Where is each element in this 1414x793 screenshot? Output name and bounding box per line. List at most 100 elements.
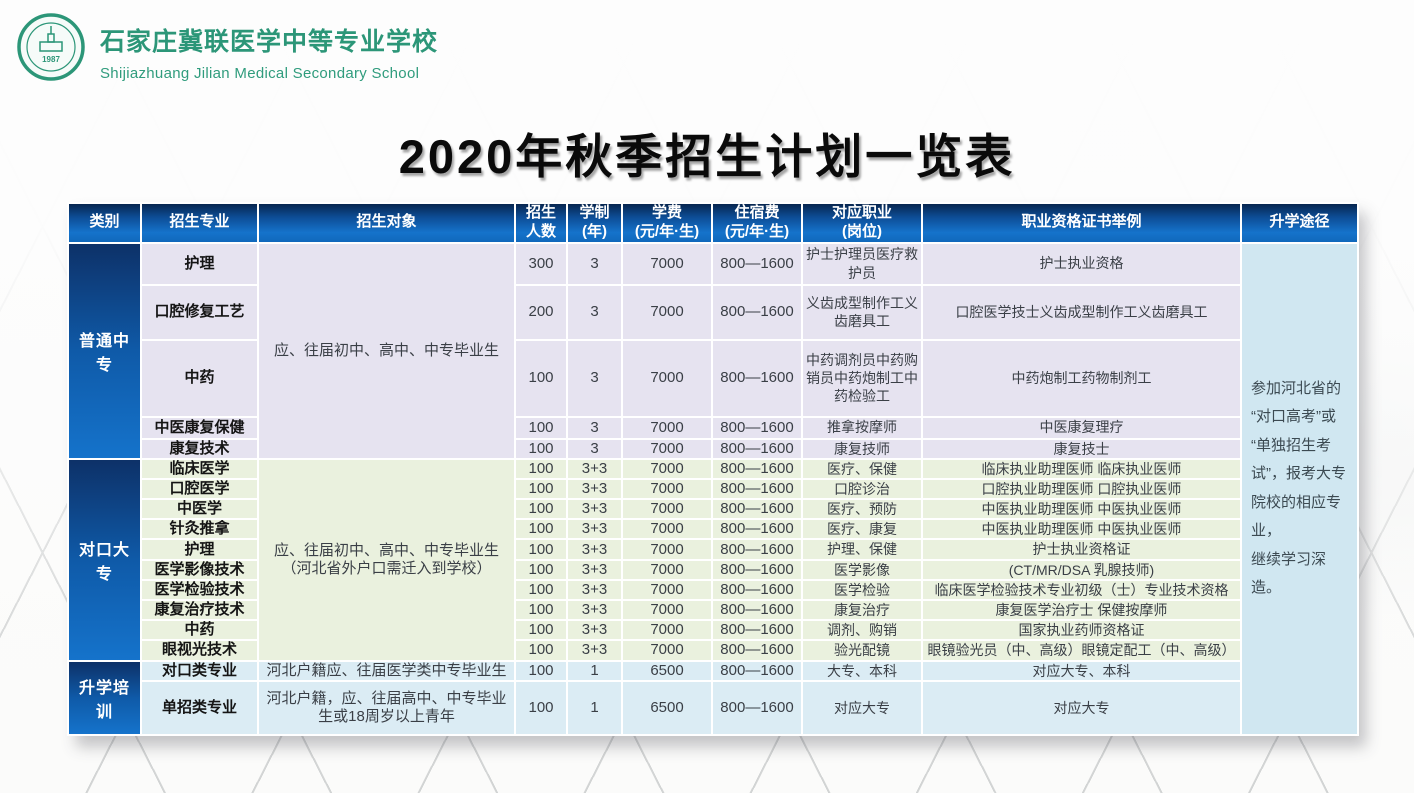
count-cell: 100	[514, 498, 568, 521]
target-cell: 应、往届初中、高中、中专毕业生	[257, 241, 516, 460]
major-cell: 医学检验技术	[140, 578, 259, 602]
lodging-cell: 800—1600	[711, 457, 803, 480]
cert-cell: 康复医学治疗士 保健按摩师	[921, 598, 1242, 622]
lodging-cell: 800—1600	[711, 659, 803, 682]
pathway-cell: 参加河北省的 “对口高考”或 “单独招生考 试”，报考大专 院校的相应专业， 继…	[1240, 241, 1359, 736]
job-cell: 对应大专	[801, 679, 923, 736]
tuition-cell: 7000	[621, 639, 713, 662]
cert-cell: 眼镜验光员（中、高级）眼镜定配工（中、高级）	[921, 639, 1242, 662]
job-cell: 医疗、保健	[801, 457, 923, 480]
lodging-cell: 800—1600	[711, 338, 803, 418]
tuition-cell: 6500	[621, 659, 713, 682]
cert-cell: 中药炮制工药物制剂工	[921, 338, 1242, 418]
years-cell: 3	[566, 338, 623, 418]
job-cell: 医疗、预防	[801, 498, 923, 521]
lodging-cell: 800—1600	[711, 578, 803, 602]
major-cell: 中医康复保健	[140, 415, 259, 440]
cert-cell: 中医康复理疗	[921, 415, 1242, 440]
count-cell: 100	[514, 518, 568, 541]
lodging-cell: 800—1600	[711, 477, 803, 501]
cert-cell: 临床执业助理医师 临床执业医师	[921, 457, 1242, 480]
tuition-cell: 7000	[621, 437, 713, 460]
tuition-cell: 7000	[621, 598, 713, 622]
years-cell: 3	[566, 415, 623, 440]
col-major: 招生专业	[140, 202, 259, 244]
cert-cell: 口腔医学技士义齿成型制作工义齿磨具工	[921, 283, 1242, 341]
cert-cell: 护士执业资格	[921, 241, 1242, 286]
enrollment-table: 类别 招生专业 招生对象 招生 人数 学制 (年) 学费 (元/年·生) 住宿费…	[67, 202, 1359, 736]
years-cell: 3	[566, 437, 623, 460]
job-cell: 验光配镜	[801, 639, 923, 662]
col-lodging: 住宿费 (元/年·生)	[711, 202, 803, 244]
cert-cell: 护士执业资格证	[921, 538, 1242, 561]
major-cell: 对口类专业	[140, 659, 259, 682]
years-cell: 3+3	[566, 457, 623, 480]
years-cell: 3+3	[566, 598, 623, 622]
tuition-cell: 7000	[621, 241, 713, 286]
target-cell: 应、往届初中、高中、中专毕业生（河北省外户口需迁入到学校）	[257, 457, 516, 662]
job-cell: 医学检验	[801, 578, 923, 602]
major-cell: 单招类专业	[140, 679, 259, 736]
count-cell: 100	[514, 578, 568, 602]
job-cell: 医学影像	[801, 558, 923, 581]
major-cell: 临床医学	[140, 457, 259, 480]
job-cell: 护理、保健	[801, 538, 923, 561]
job-cell: 护士护理员医疗救护员	[801, 241, 923, 286]
school-logo-icon: 1987	[17, 13, 85, 81]
category-cell: 普通中专	[67, 241, 142, 460]
count-cell: 100	[514, 437, 568, 460]
job-cell: 医疗、康复	[801, 518, 923, 541]
tuition-cell: 7000	[621, 457, 713, 480]
job-cell: 推拿按摩师	[801, 415, 923, 440]
years-cell: 3+3	[566, 578, 623, 602]
count-cell: 100	[514, 558, 568, 581]
svg-text:1987: 1987	[42, 55, 60, 64]
tuition-cell: 7000	[621, 558, 713, 581]
cert-cell: 对应大专	[921, 679, 1242, 736]
count-cell: 100	[514, 679, 568, 736]
school-name-en: Shijiazhuang Jilian Medical Secondary Sc…	[100, 65, 420, 82]
major-cell: 康复治疗技术	[140, 598, 259, 622]
years-cell: 1	[566, 679, 623, 736]
count-cell: 100	[514, 538, 568, 561]
lodging-cell: 800—1600	[711, 241, 803, 286]
years-cell: 1	[566, 659, 623, 682]
table-row: 普通中专 护理 应、往届初中、高中、中专毕业生 300 3 7000 800—1…	[67, 241, 1359, 736]
cert-cell: 口腔执业助理医师 口腔执业医师	[921, 477, 1242, 501]
school-header: 1987 石家庄冀联医学中等专业学校 Shijiazhuang Jilian M…	[16, 12, 438, 82]
major-cell: 针灸推拿	[140, 518, 259, 541]
lodging-cell: 800—1600	[711, 538, 803, 561]
lodging-cell: 800—1600	[711, 598, 803, 622]
lodging-cell: 800—1600	[711, 558, 803, 581]
major-cell: 口腔修复工艺	[140, 283, 259, 341]
lodging-cell: 800—1600	[711, 283, 803, 341]
years-cell: 3	[566, 241, 623, 286]
cert-cell: (CT/MR/DSA 乳腺技师)	[921, 558, 1242, 581]
lodging-cell: 800—1600	[711, 437, 803, 460]
table-row: 对口大专 临床医学 应、往届初中、高中、中专毕业生（河北省外户口需迁入到学校） …	[67, 457, 1358, 662]
major-cell: 眼视光技术	[140, 639, 259, 662]
category-cell: 对口大专	[67, 457, 142, 662]
tuition-cell: 7000	[621, 619, 713, 642]
job-cell: 康复治疗	[801, 598, 923, 622]
page-title: 2020年秋季招生计划一览表	[398, 130, 1016, 183]
table-row: 单招类专业 河北户籍，应、往届高中、中专毕业生或18周岁以上青年 100 1 6…	[68, 679, 1358, 736]
cert-cell: 对应大专、本科	[921, 659, 1242, 682]
major-cell: 康复技术	[140, 437, 259, 460]
lodging-cell: 800—1600	[711, 518, 803, 541]
cert-cell: 中医执业助理医师 中医执业医师	[921, 498, 1242, 521]
category-cell: 升学培训	[67, 659, 142, 736]
lodging-cell: 800—1600	[711, 619, 803, 642]
col-target: 招生对象	[257, 202, 516, 244]
count-cell: 100	[514, 415, 568, 440]
major-cell: 中药	[140, 619, 259, 642]
count-cell: 100	[514, 457, 568, 480]
target-cell: 河北户籍应、往届医学类中专毕业生	[257, 659, 516, 682]
col-pathway: 升学途径	[1240, 202, 1359, 244]
tuition-cell: 7000	[621, 518, 713, 541]
years-cell: 3+3	[566, 518, 623, 541]
lodging-cell: 800—1600	[711, 639, 803, 662]
tuition-cell: 7000	[621, 578, 713, 602]
job-cell: 中药调剂员中药购销员中药炮制工中药检验工	[801, 338, 923, 418]
count-cell: 100	[514, 639, 568, 662]
